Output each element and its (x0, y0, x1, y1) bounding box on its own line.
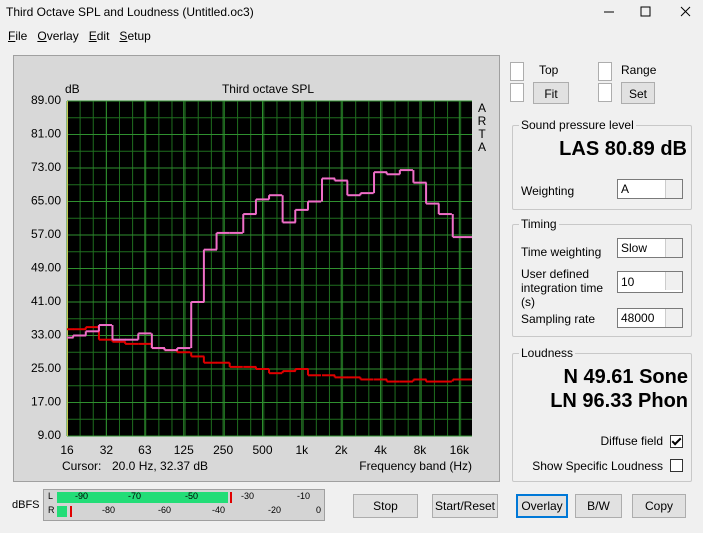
y-tick-label: 89.00 (31, 93, 61, 107)
weighting-label: Weighting (521, 184, 575, 198)
weighting-select[interactable]: A (617, 179, 683, 199)
y-tick-label: 73.00 (31, 160, 61, 174)
meter-bar-right (57, 506, 67, 517)
sampling-label: Sampling rate (521, 312, 596, 326)
integration-label: User defined integration time (s) (521, 267, 604, 309)
meter-scale: -60 (158, 505, 172, 515)
button[interactable]: Overlay (516, 494, 568, 518)
menu-item[interactable]: Setup (119, 29, 151, 43)
x-tick-label: 500 (252, 443, 272, 457)
x-tick-label: 63 (138, 443, 152, 457)
top-label: Top (539, 63, 559, 77)
button[interactable]: B/W (575, 494, 622, 518)
side-label: A (478, 101, 486, 115)
x-axis-label: Frequency band (Hz) (359, 459, 472, 473)
menu-item[interactable]: Edit (88, 29, 110, 43)
loudness-group: Loudness N 49.61 Sone LN 96.33 Phon Diff… (512, 346, 692, 482)
meter-scale: -40 (212, 505, 226, 515)
chart-title: Third octave SPL (222, 82, 314, 96)
top-down[interactable] (510, 83, 524, 102)
meter-peak-left (230, 492, 232, 503)
button[interactable]: Stop (353, 494, 418, 518)
cursor-label: Cursor: (62, 459, 101, 473)
meter-scale: 0 (316, 505, 322, 515)
meter-scale: -70 (128, 491, 142, 501)
integration-input[interactable]: 10 (617, 271, 683, 293)
x-tick-label: 125 (174, 443, 194, 457)
y-tick-label: 65.00 (31, 194, 61, 208)
window-controls[interactable] (590, 0, 703, 24)
range-up[interactable] (598, 62, 612, 81)
meter-peak-right (70, 506, 72, 517)
x-tick-label: 4k (374, 443, 388, 457)
side-label: A (478, 140, 486, 154)
level-meter: L R -90 -70 -50 -30 -10 -80 -60 -40 -20 0 (43, 489, 325, 521)
menu-bar: File Overlay Edit Setup (8, 29, 161, 43)
y-tick-label: 25.00 (31, 361, 61, 375)
meter-scale: -10 (297, 491, 311, 501)
meter-label: dBFS (12, 499, 40, 511)
fit-button[interactable]: Fit (533, 82, 569, 104)
x-tick-label: 1k (296, 443, 310, 457)
top-up[interactable] (510, 62, 524, 81)
group-title: Timing (519, 217, 559, 231)
y-axis-label: dB (65, 82, 80, 96)
range-down[interactable] (598, 83, 612, 102)
y-tick-label: 49.00 (31, 261, 61, 275)
y-tick-label: 9.00 (38, 428, 62, 442)
x-tick-label: 16 (60, 443, 74, 457)
spl-group: Sound pressure level LAS 80.89 dB Weight… (512, 118, 692, 210)
y-tick-label: 81.00 (31, 127, 61, 141)
button[interactable]: Copy (632, 494, 686, 518)
y-tick-label: 33.00 (31, 328, 61, 342)
set-button[interactable]: Set (621, 82, 655, 104)
meter-scale: -50 (185, 491, 199, 501)
meter-scale: -30 (241, 491, 255, 501)
meter-scale: -20 (268, 505, 282, 515)
y-tick-label: 41.00 (31, 294, 61, 308)
window-title: Third Octave SPL and Loudness (Untitled.… (6, 5, 254, 19)
group-title: Loudness (519, 346, 576, 360)
loudness-ln: LN 96.33 Phon (550, 390, 688, 412)
chart: dB Third octave SPL Cursor: 20.0 Hz, 32.… (31, 82, 487, 473)
sampling-select[interactable]: 48000 (617, 308, 683, 328)
x-tick-label: 32 (100, 443, 114, 457)
side-label: T (478, 127, 486, 141)
y-tick-label: 17.00 (31, 395, 61, 409)
menu-item[interactable]: Overlay (37, 29, 79, 43)
meter-channel: L (48, 491, 54, 501)
meter-bar-left (57, 492, 228, 503)
group-title: Sound pressure level (519, 118, 636, 132)
loudness-n: N 49.61 Sone (563, 366, 688, 388)
menu-item[interactable]: File (8, 29, 28, 43)
x-tick-label: 2k (335, 443, 349, 457)
cursor-value: 20.0 Hz, 32.37 dB (112, 459, 208, 473)
x-tick-label: 8k (414, 443, 428, 457)
button[interactable]: Start/Reset (432, 494, 498, 518)
range-label: Range (621, 63, 657, 77)
x-tick-label: 16k (450, 443, 470, 457)
time-weighting-label: Time weighting (521, 245, 602, 259)
meter-channel: R (48, 505, 55, 515)
spl-reading: LAS 80.89 dB (559, 138, 687, 160)
specific-checkbox[interactable] (670, 459, 683, 472)
meter-scale: -80 (102, 505, 116, 515)
timing-group: Timing Time weighting Slow User defined … (512, 217, 692, 337)
side-label: R (478, 114, 487, 128)
meter-scale: -90 (75, 491, 89, 501)
time-weighting-select[interactable]: Slow (617, 238, 683, 258)
diffuse-label: Diffuse field (600, 434, 663, 448)
x-tick-label: 250 (213, 443, 233, 457)
specific-label: Show Specific Loudness (532, 459, 663, 473)
y-tick-label: 57.00 (31, 227, 61, 241)
diffuse-checkbox[interactable] (670, 435, 683, 448)
